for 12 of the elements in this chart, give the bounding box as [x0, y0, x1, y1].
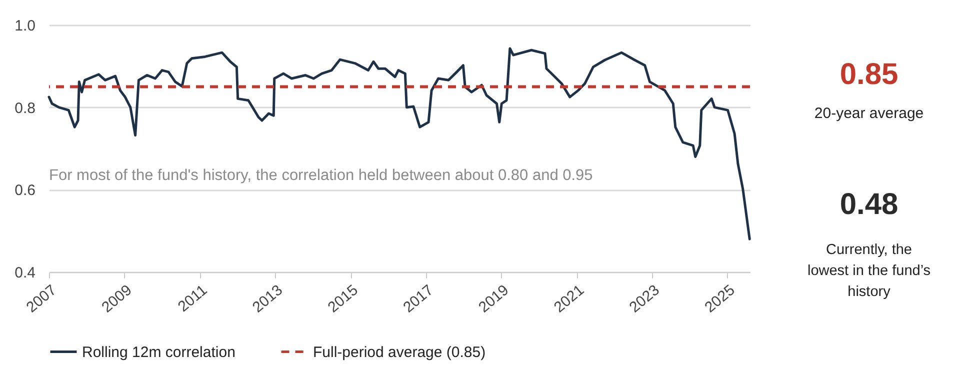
line-series — [48, 47, 751, 240]
legend-label: Full-period average (0.85) — [313, 344, 486, 361]
legend-label: Rolling 12m correlation — [82, 344, 236, 361]
y-tick-label: 1.0 — [14, 18, 36, 34]
text: Currently, the lowest in the fund’s history — [807, 242, 931, 300]
text: 0.48 — [840, 188, 898, 221]
y-tick-label: 0.8 — [14, 100, 36, 117]
y-tick-label: 0.6 — [14, 182, 36, 200]
text: 0.85 — [840, 58, 898, 91]
y-tick-label: 0.4 — [14, 264, 36, 282]
text: 20-year average — [814, 105, 924, 122]
annotation: For most of the fund's history, the correlation held between about 0.80 and 0.95 — [49, 167, 593, 184]
